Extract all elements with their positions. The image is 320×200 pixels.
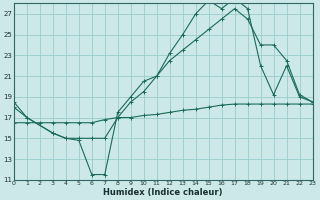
X-axis label: Humidex (Indice chaleur): Humidex (Indice chaleur): [103, 188, 223, 197]
